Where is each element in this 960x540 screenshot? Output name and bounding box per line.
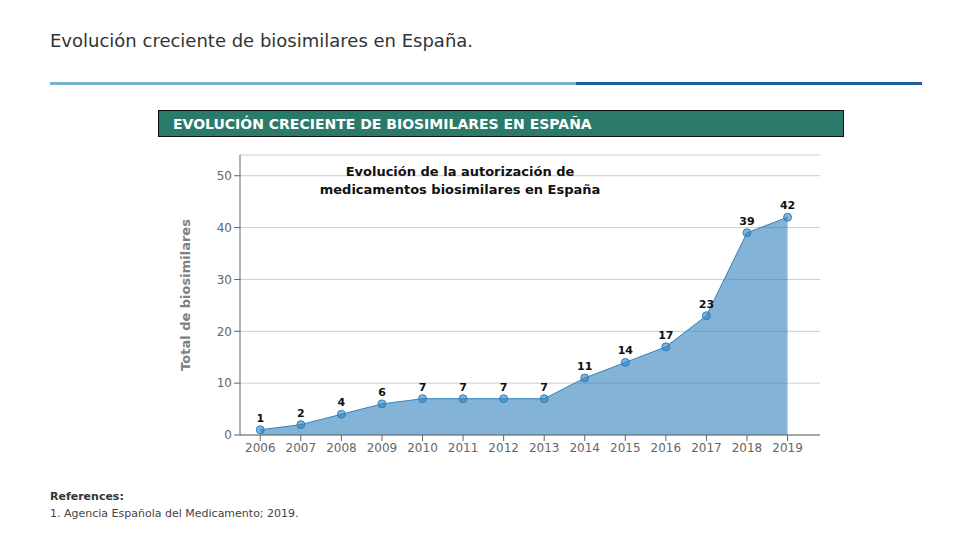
svg-text:2015: 2015 [610, 441, 641, 455]
svg-text:2013: 2013 [529, 441, 560, 455]
svg-text:10: 10 [217, 376, 232, 390]
html-text:EVOLUCIÓN CRECIENTE DE BIOSIMI: EVOLUCIÓN CRECIENTE DE BIOSIMILARES EN E… [173, 115, 592, 132]
svg-text:2: 2 [297, 407, 305, 420]
svg-text:2009: 2009 [367, 441, 398, 455]
svg-text:2018: 2018 [732, 441, 763, 455]
svg-text:11: 11 [577, 360, 592, 373]
svg-text:20: 20 [217, 325, 232, 339]
svg-text:17: 17 [658, 329, 673, 342]
html-text:References:: References: [50, 490, 124, 503]
svg-text:0: 0 [224, 428, 232, 442]
html-text:1. Agencia Española del Medica: 1. Agencia Española del Medicamento; 201… [50, 507, 299, 520]
svg-text:2017: 2017 [691, 441, 722, 455]
svg-text:23: 23 [699, 298, 714, 311]
svg-text:2011: 2011 [448, 441, 479, 455]
html-text:medicamentos biosimilares en E: medicamentos biosimilares en España [319, 182, 601, 198]
svg-text:40: 40 [217, 221, 232, 235]
svg-text:1: 1 [256, 412, 264, 425]
svg-text:Total de biosimilares: Total de biosimilares [178, 219, 193, 371]
svg-text:2012: 2012 [488, 441, 519, 455]
svg-text:50: 50 [217, 169, 232, 183]
svg-text:6: 6 [378, 386, 386, 399]
svg-text:42: 42 [780, 199, 795, 212]
html-text:Evolución de la autorización d: Evolución de la autorización de [345, 164, 575, 179]
svg-text:14: 14 [618, 344, 634, 357]
svg-text:39: 39 [739, 215, 754, 228]
svg-text:2007: 2007 [286, 441, 317, 455]
svg-text:2008: 2008 [326, 441, 357, 455]
svg-text:2014: 2014 [569, 441, 600, 455]
svg-text:7: 7 [459, 381, 467, 394]
svg-text:7: 7 [540, 381, 548, 394]
svg-text:4: 4 [338, 396, 346, 409]
svg-text:2016: 2016 [651, 441, 682, 455]
svg-text:2006: 2006 [245, 441, 276, 455]
svg-text:2010: 2010 [407, 441, 438, 455]
svg-text:30: 30 [217, 273, 232, 287]
svg-text:7: 7 [500, 381, 508, 394]
svg-text:7: 7 [419, 381, 427, 394]
svg-text:2019: 2019 [772, 441, 803, 455]
html-text:Evolución creciente de biosimi: Evolución creciente de biosimilares en E… [50, 30, 474, 51]
